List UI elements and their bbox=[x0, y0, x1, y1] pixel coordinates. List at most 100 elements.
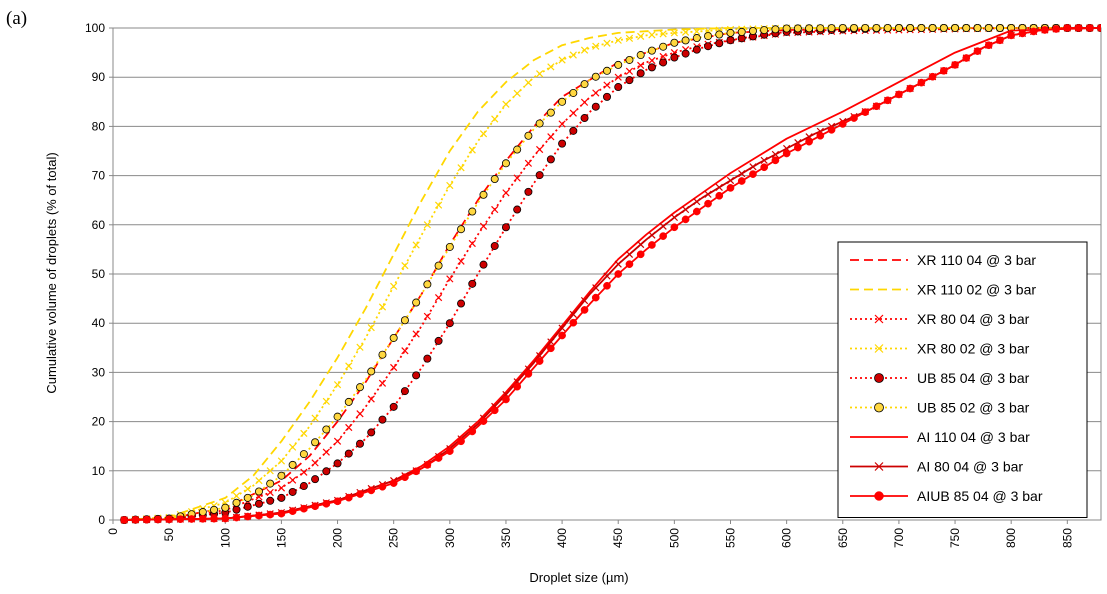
series-marker bbox=[299, 482, 308, 491]
series-marker bbox=[558, 139, 567, 148]
series-marker bbox=[603, 39, 611, 47]
series-marker bbox=[883, 96, 892, 105]
series-marker bbox=[614, 73, 622, 81]
series-marker bbox=[378, 482, 387, 491]
series-marker bbox=[412, 298, 421, 307]
y-tick-label: 30 bbox=[92, 365, 106, 379]
series-marker bbox=[951, 61, 959, 69]
series-marker bbox=[771, 25, 780, 34]
series-marker bbox=[681, 28, 690, 36]
x-tick-label: 750 bbox=[948, 528, 962, 548]
series-marker bbox=[535, 119, 544, 128]
series-marker bbox=[356, 490, 364, 498]
series-marker bbox=[288, 507, 297, 515]
series-marker bbox=[389, 333, 398, 342]
series-marker bbox=[872, 24, 881, 32]
series-marker bbox=[434, 293, 443, 302]
series-marker bbox=[131, 515, 140, 524]
series-marker bbox=[299, 450, 308, 459]
series-marker bbox=[569, 126, 578, 135]
series-marker bbox=[490, 406, 499, 415]
series-marker bbox=[355, 439, 364, 448]
series-marker bbox=[322, 448, 330, 456]
series-marker bbox=[636, 250, 645, 259]
series-marker bbox=[874, 314, 884, 324]
series-marker bbox=[445, 447, 454, 455]
series-marker bbox=[345, 423, 353, 432]
series-marker bbox=[378, 303, 387, 311]
x-tick-label: 200 bbox=[331, 528, 345, 548]
series-marker bbox=[592, 284, 600, 292]
series-marker bbox=[614, 270, 623, 278]
series-marker bbox=[546, 108, 555, 117]
series-marker bbox=[367, 324, 375, 332]
series-marker bbox=[748, 26, 757, 35]
series-marker bbox=[378, 379, 387, 387]
series-marker bbox=[580, 46, 589, 54]
series-marker bbox=[243, 512, 252, 521]
series-marker bbox=[333, 437, 342, 445]
series-marker bbox=[300, 504, 308, 513]
series-marker bbox=[895, 90, 903, 99]
series-marker bbox=[704, 42, 713, 51]
series-marker bbox=[389, 479, 398, 487]
series-marker bbox=[569, 88, 578, 97]
series-marker bbox=[502, 100, 510, 108]
y-tick-label: 70 bbox=[92, 169, 106, 183]
legend-item: AIUB 85 04 @ 3 bar bbox=[850, 488, 1043, 504]
series-marker bbox=[266, 479, 275, 488]
series-marker bbox=[670, 213, 678, 222]
series-marker bbox=[221, 503, 230, 512]
series-marker bbox=[277, 457, 286, 465]
series-marker bbox=[367, 395, 375, 403]
series-marker bbox=[401, 347, 409, 355]
series-marker bbox=[726, 28, 735, 37]
series-marker bbox=[692, 45, 701, 54]
series-marker bbox=[513, 174, 521, 182]
series-marker bbox=[479, 130, 488, 138]
series-marker bbox=[726, 184, 735, 192]
y-tick-label: 80 bbox=[92, 119, 106, 133]
series-marker bbox=[681, 205, 690, 214]
series-marker bbox=[468, 146, 476, 154]
x-tick-label: 650 bbox=[836, 528, 850, 548]
series-marker bbox=[614, 60, 623, 69]
series-marker bbox=[805, 24, 814, 33]
series-marker bbox=[311, 475, 320, 484]
series-marker bbox=[524, 159, 533, 167]
legend-label: XR 80 02 @ 3 bar bbox=[917, 341, 1030, 357]
series-9 bbox=[120, 24, 1101, 524]
series-marker bbox=[648, 56, 656, 65]
series-marker bbox=[120, 516, 129, 524]
series-marker bbox=[782, 24, 791, 33]
series-marker bbox=[243, 502, 252, 511]
series-marker bbox=[692, 207, 701, 216]
series-marker bbox=[524, 187, 533, 196]
series-marker bbox=[939, 24, 948, 32]
series-marker bbox=[255, 477, 263, 485]
series-marker bbox=[874, 402, 884, 413]
series-marker bbox=[390, 363, 398, 372]
series-marker bbox=[637, 240, 645, 249]
x-tick-label: 800 bbox=[1004, 528, 1018, 548]
y-tick-label: 60 bbox=[92, 218, 106, 232]
legend-label: XR 80 04 @ 3 bar bbox=[917, 311, 1030, 327]
y-tick-label: 10 bbox=[92, 464, 106, 478]
series-marker bbox=[648, 31, 656, 39]
series-marker bbox=[232, 505, 241, 514]
series-marker bbox=[389, 402, 398, 411]
series-marker bbox=[501, 159, 510, 168]
series-marker bbox=[726, 36, 735, 45]
legend-label: UB 85 04 @ 3 bar bbox=[917, 370, 1030, 386]
series-marker bbox=[445, 319, 454, 328]
series-marker bbox=[367, 367, 376, 376]
y-axis-title: Cumulative volume of droplets (% of tota… bbox=[44, 152, 59, 393]
series-marker bbox=[614, 83, 623, 92]
series-marker bbox=[603, 81, 611, 89]
series-marker bbox=[434, 261, 443, 270]
series-marker bbox=[906, 84, 914, 93]
series-marker bbox=[737, 177, 746, 185]
series-marker bbox=[378, 350, 387, 359]
series-marker bbox=[995, 24, 1004, 32]
x-tick-label: 150 bbox=[274, 528, 288, 548]
